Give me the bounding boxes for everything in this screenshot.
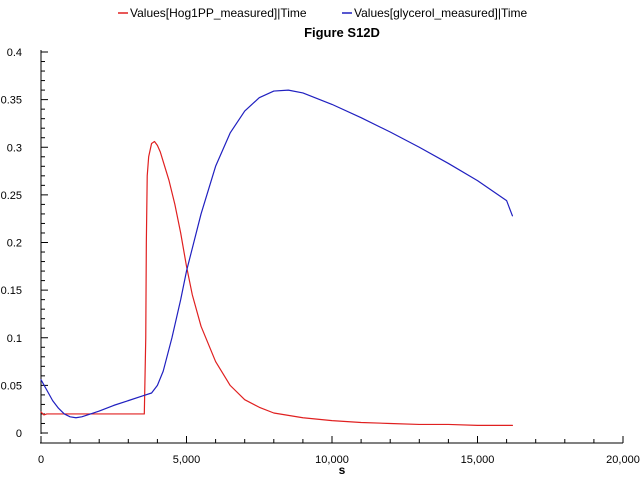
y-tick-label: 0.2	[7, 238, 22, 250]
series-line-hog1pp	[40, 140, 514, 426]
x-tick-label: 15,000	[461, 454, 495, 466]
y-tick-label: 0.3	[7, 142, 22, 154]
x-tick-label: 5,000	[173, 454, 201, 466]
y-tick-label: 0.35	[1, 95, 22, 107]
legend-label-glycerol: Values[glycerol_measured]|Time	[354, 6, 528, 20]
x-tick-label: 20,000	[606, 454, 640, 466]
y-tick-label: 0	[16, 428, 22, 440]
chart-title: Figure S12D	[304, 25, 380, 40]
series-line-glycerol	[40, 89, 514, 419]
y-tick-label: 0.05	[1, 380, 22, 392]
axes: 0 0.05 0.1 0.15 0.2 0.25 0.3 0.35 0.4 0 5,000 10,00…	[1, 47, 640, 466]
y-tick-label: 0.4	[7, 47, 22, 59]
series-group	[40, 89, 514, 426]
x-tick-label: 10,000	[315, 454, 349, 466]
y-tick-label: 0.25	[1, 190, 22, 202]
legend-label-hog1pp: Values[Hog1PP_measured]|Time	[130, 6, 307, 20]
y-tick-label: 0.1	[7, 333, 22, 345]
legend: Values[Hog1PP_measured]|Time Values[glyc…	[118, 6, 528, 20]
x-axis-label: s	[339, 463, 346, 477]
y-tick-label: 0.15	[1, 285, 22, 297]
x-tick-label: 0	[38, 454, 44, 466]
